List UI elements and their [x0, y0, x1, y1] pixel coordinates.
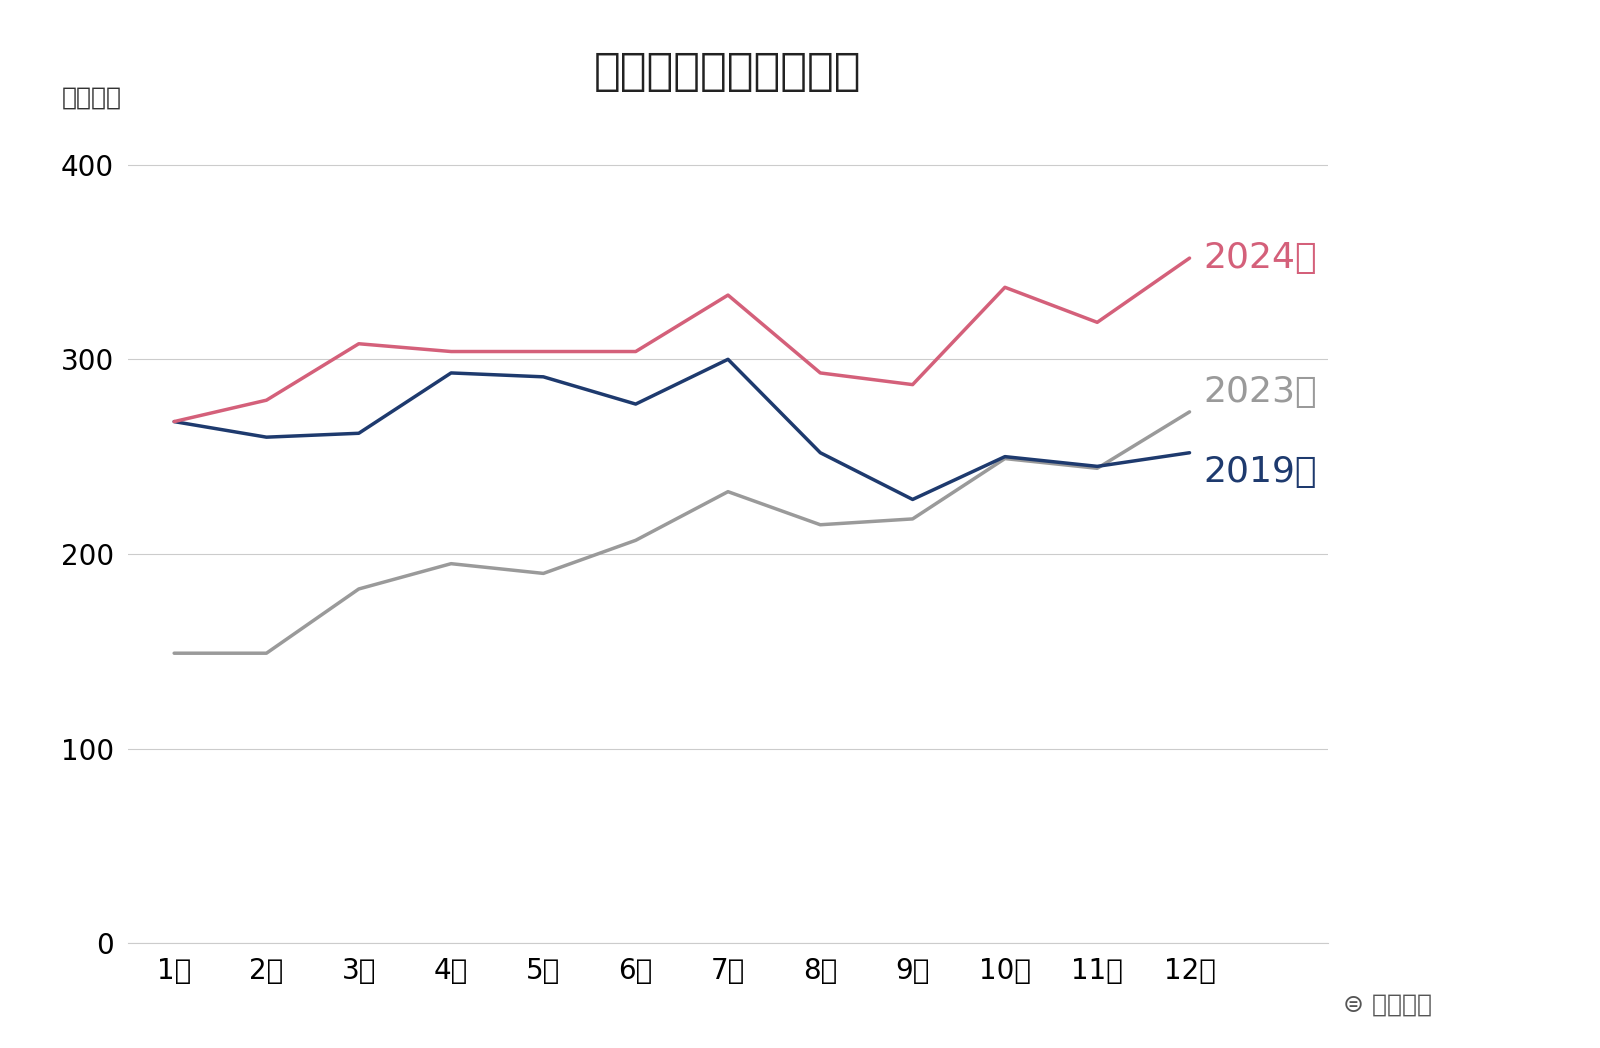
Title: 訪日外客数の年間推移: 訪日外客数の年間推移 [594, 50, 862, 93]
Text: 2023年: 2023年 [1203, 375, 1317, 410]
Text: ⊜ 詪日ラボ: ⊜ 詪日ラボ [1342, 992, 1432, 1017]
Text: 2024年: 2024年 [1203, 241, 1317, 276]
Text: （万人）: （万人） [62, 85, 122, 109]
Text: 2019年: 2019年 [1203, 455, 1317, 489]
